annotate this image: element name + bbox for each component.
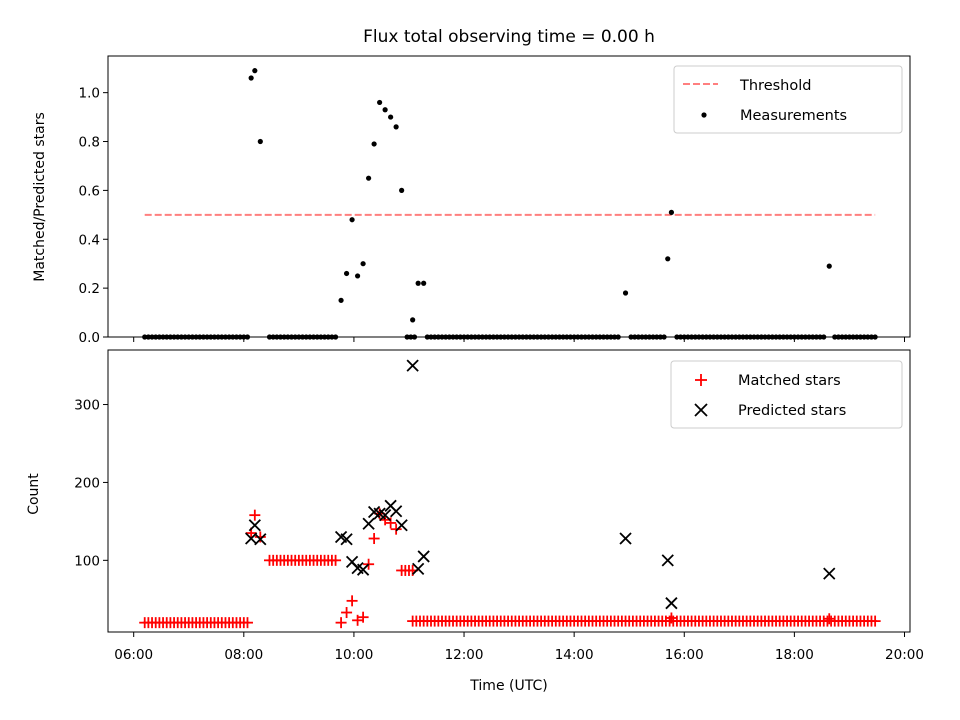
measurement-point [826, 263, 832, 269]
measurement-point [371, 141, 377, 147]
top-legend-box [673, 65, 903, 134]
bottom-axes-frame [107, 349, 911, 633]
y-tick-label: 0.2 [79, 281, 100, 297]
bottom-plot-area [139, 359, 881, 629]
top-legend: Threshold Measurements [673, 65, 903, 134]
top-y-ticks: 0.0 0.2 0.4 0.6 0.8 1.0 [79, 86, 108, 346]
x-tick-label: 18:00 [775, 647, 814, 663]
x-tick-label: 20:00 [885, 647, 924, 663]
measurement-point [388, 114, 394, 120]
measurement-point [415, 280, 421, 286]
top-y-axis-label: Matched/Predicted stars [32, 112, 48, 282]
measurement-point [248, 75, 254, 81]
matched-star-point [368, 533, 380, 545]
top-panel: 0.0 0.2 0.4 0.6 0.8 1.0 Matched/Predicted sta… [32, 55, 911, 346]
measurement-point [382, 107, 388, 113]
matched-star-point [390, 523, 402, 535]
y-tick-label: 100 [74, 553, 100, 569]
measurement-point [668, 209, 675, 215]
measurement-point [377, 99, 383, 106]
matched-star-point [385, 517, 397, 529]
y-tick-label: 200 [74, 475, 100, 491]
bottom-legend-box [670, 360, 903, 429]
matched-star-point [346, 595, 358, 607]
bottom-y-axis-label: Count [26, 473, 42, 515]
predicted-star-point [378, 509, 392, 522]
measurement-point [349, 217, 355, 223]
measurement-point [354, 273, 361, 279]
measurement-point [252, 68, 258, 74]
x-axis-label: Time (UTC) [469, 678, 547, 694]
measurement-point [622, 290, 629, 296]
matched-star-point [869, 615, 881, 627]
x-tick-label: 14:00 [555, 647, 594, 663]
measurement-point [665, 256, 671, 262]
predicted-star-point [395, 519, 408, 532]
matched-star-point [249, 509, 261, 521]
predicted-star-point [248, 519, 261, 532]
legend-predicted-label: Predicted stars [738, 403, 846, 419]
matched-star-point [330, 554, 342, 566]
measurement-point [421, 280, 427, 286]
y-tick-label: 0.6 [79, 183, 100, 199]
measurement-point [366, 175, 372, 181]
measurement-point [338, 297, 344, 303]
x-tick-label: 10:00 [334, 647, 373, 663]
y-tick-label: 0.4 [79, 232, 100, 248]
y-tick-label: 1.0 [79, 86, 100, 102]
x-tick-label: 16:00 [665, 647, 704, 663]
matched-star-point [341, 607, 353, 619]
matched-star-point [823, 613, 835, 625]
matched-star-point [241, 617, 253, 629]
bottom-y-ticks: 100 200 300 [74, 398, 108, 569]
predicted-star-point [417, 550, 430, 563]
top-axes-frame [107, 55, 911, 338]
predicted-star-point [340, 533, 353, 546]
top-x-ticks [133, 337, 905, 342]
predicted-star-point [406, 359, 419, 372]
predicted-star-point [389, 505, 403, 518]
y-tick-label: 0.8 [79, 135, 100, 151]
matched-star-point [254, 531, 266, 543]
predicted-star-point [356, 563, 370, 576]
measurement-point [360, 261, 366, 267]
predicted-star-point [362, 517, 375, 530]
predicted-star-point [823, 567, 836, 580]
legend-threshold-label: Threshold [739, 78, 811, 94]
x-tick-label: 08:00 [224, 647, 263, 663]
predicted-star-point [619, 532, 632, 545]
y-tick-label: 0.0 [79, 330, 100, 346]
predicted-star-point [412, 562, 425, 576]
matched-star-point [352, 614, 364, 626]
predicted-star-point [661, 554, 674, 567]
predicted-star-point [665, 597, 678, 610]
chart-title: Flux total observing time = 0.00 h [363, 27, 655, 47]
measurement-point [410, 317, 416, 323]
legend-matched-swatch [695, 374, 707, 386]
predicted-star-point [254, 533, 267, 546]
matched-star-point [357, 611, 369, 623]
x-tick-label: 12:00 [445, 647, 484, 663]
legend-measurements-swatch [701, 112, 707, 118]
top-plot-area [142, 68, 878, 340]
bottom-panel: 100 200 300 06:00 08:00 10:00 12:00 14:00 16:00… [26, 349, 924, 694]
measurement-point [393, 124, 399, 130]
matched-star-point [665, 612, 677, 624]
bottom-x-ticks: 06:00 08:00 10:00 12:00 14:00 16:00 18:00 20:00 [114, 632, 924, 663]
measurement-point [257, 138, 263, 145]
measurement-point [343, 270, 350, 277]
legend-measurements-label: Measurements [740, 108, 847, 124]
matched-star-point [335, 617, 347, 629]
bottom-legend: Matched stars Predicted stars [670, 360, 903, 429]
legend-matched-label: Matched stars [738, 373, 841, 389]
legend-predicted-swatch [694, 403, 708, 417]
x-tick-label: 06:00 [114, 647, 153, 663]
measurement-point [399, 187, 405, 193]
y-tick-label: 300 [74, 398, 100, 414]
